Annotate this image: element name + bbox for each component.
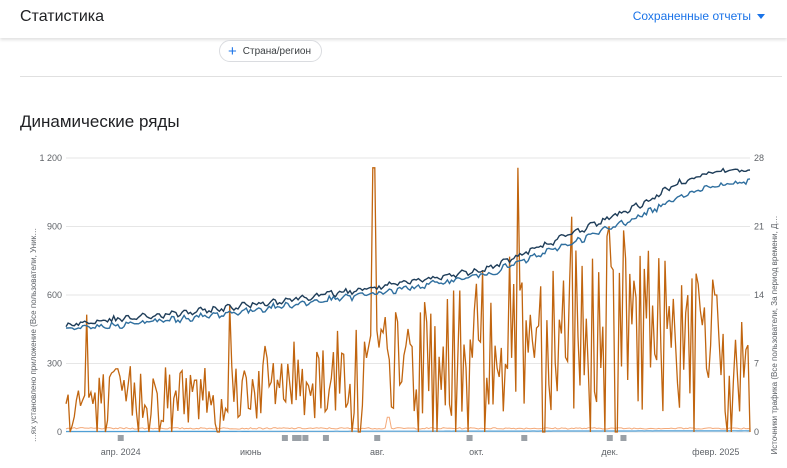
- annotation-marker: [292, 435, 299, 441]
- annotation-marker: [620, 435, 627, 441]
- left-tick-label: 900: [47, 222, 62, 232]
- annotation-marker: [322, 435, 329, 441]
- left-axis-label: …ях установлено приложение (Все пользова…: [29, 228, 38, 442]
- annotation-marker: [606, 435, 613, 441]
- divider: [20, 76, 782, 77]
- annotation-marker: [295, 435, 302, 441]
- annotation-marker: [302, 435, 309, 441]
- right-tick-label: 21: [754, 222, 764, 232]
- caret-down-icon: [757, 13, 765, 19]
- annotation-marker: [117, 435, 124, 441]
- page-title: Статистика: [20, 8, 105, 25]
- left-tick-label: 300: [47, 359, 62, 369]
- series-line: [65, 167, 751, 328]
- saved-reports-label: Сохраненные отчеты: [632, 9, 751, 23]
- plus-icon: +: [228, 42, 237, 60]
- right-tick-label: 7: [754, 359, 759, 369]
- series-line: [65, 167, 751, 433]
- annotation-marker: [281, 435, 288, 441]
- right-tick-label: 0: [754, 427, 759, 437]
- series-line: [65, 416, 751, 430]
- right-tick-label: 14: [754, 290, 764, 300]
- x-tick-label: февр. 2025: [692, 447, 739, 457]
- left-tick-label: 1 200: [39, 153, 62, 163]
- left-tick-label: 0: [57, 427, 62, 437]
- x-tick-label: июнь: [240, 447, 262, 457]
- right-tick-label: 28: [754, 153, 764, 163]
- annotation-marker: [466, 435, 473, 441]
- add-country-filter-chip[interactable]: + Страна/регион: [219, 40, 322, 62]
- series-line: [66, 178, 751, 331]
- x-tick-label: авг.: [370, 447, 384, 457]
- section-title: Динамические ряды: [20, 112, 180, 131]
- top-bar: Статистика Сохраненные отчеты: [0, 0, 787, 38]
- saved-reports-dropdown[interactable]: Сохраненные отчеты: [633, 9, 765, 23]
- x-tick-label: окт.: [469, 447, 484, 457]
- annotation-marker: [374, 435, 381, 441]
- chip-label: Страна/регион: [242, 45, 311, 57]
- right-axis-label: Источники трафика (Все пользователи, За …: [770, 216, 779, 455]
- series-line: [66, 430, 750, 433]
- x-tick-label: дек.: [601, 447, 618, 457]
- x-tick-label: апр. 2024: [101, 447, 141, 457]
- time-series-chart: 0 300 600 900 1 200 0 7 14 21 28 апр. 2024 июнь авг.…: [29, 153, 779, 457]
- left-tick-label: 600: [47, 290, 62, 300]
- annotation-marker: [521, 435, 528, 441]
